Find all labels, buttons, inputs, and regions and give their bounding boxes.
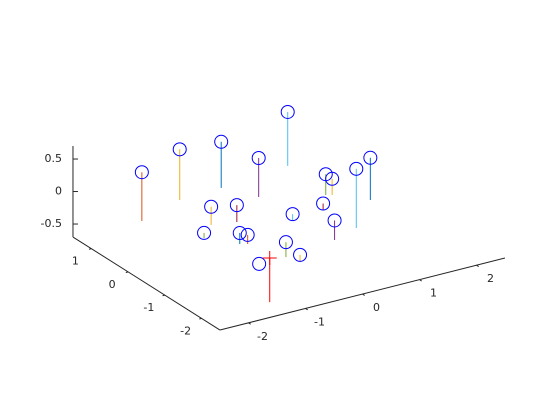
marker — [262, 250, 277, 265]
y-tick-label: -2 — [180, 324, 191, 337]
y-tick — [162, 294, 165, 297]
marker — [325, 171, 340, 186]
y-tick — [199, 317, 202, 320]
x-tick — [305, 308, 308, 311]
marker — [197, 225, 212, 240]
x-tick-label: 0 — [373, 301, 380, 314]
marker — [229, 198, 244, 213]
marker — [363, 150, 378, 165]
marker — [285, 207, 300, 222]
x-tick — [362, 293, 365, 296]
marker — [232, 226, 247, 241]
x-tick — [419, 279, 422, 282]
x-tick-label: -1 — [314, 315, 325, 328]
marker — [204, 199, 219, 214]
marker — [134, 165, 149, 180]
marker — [349, 161, 364, 176]
x-tick-label: 1 — [430, 287, 437, 300]
x-tick-label: -2 — [257, 330, 268, 343]
marker — [316, 196, 331, 211]
z-tick-label: 0.5 — [44, 152, 62, 165]
marker — [278, 235, 293, 250]
marker — [327, 213, 342, 228]
marker — [251, 150, 266, 165]
z-tick-label: -0.5 — [41, 217, 62, 230]
y-tick — [125, 271, 129, 273]
marker — [280, 104, 295, 119]
marker — [240, 227, 255, 242]
y-tick-label: -1 — [143, 301, 154, 314]
x-tick — [248, 322, 251, 325]
x-tick — [476, 264, 479, 268]
y-tick-label: 0 — [109, 278, 116, 291]
x-tick-label: 2 — [487, 272, 494, 285]
z-tick-label: 0 — [55, 185, 62, 198]
y-tick — [88, 248, 92, 250]
marker — [252, 256, 267, 271]
y-tick-label: 1 — [72, 255, 79, 268]
y-axis — [72, 236, 221, 331]
marker — [172, 142, 187, 157]
marker — [214, 134, 229, 149]
marker — [293, 247, 308, 262]
